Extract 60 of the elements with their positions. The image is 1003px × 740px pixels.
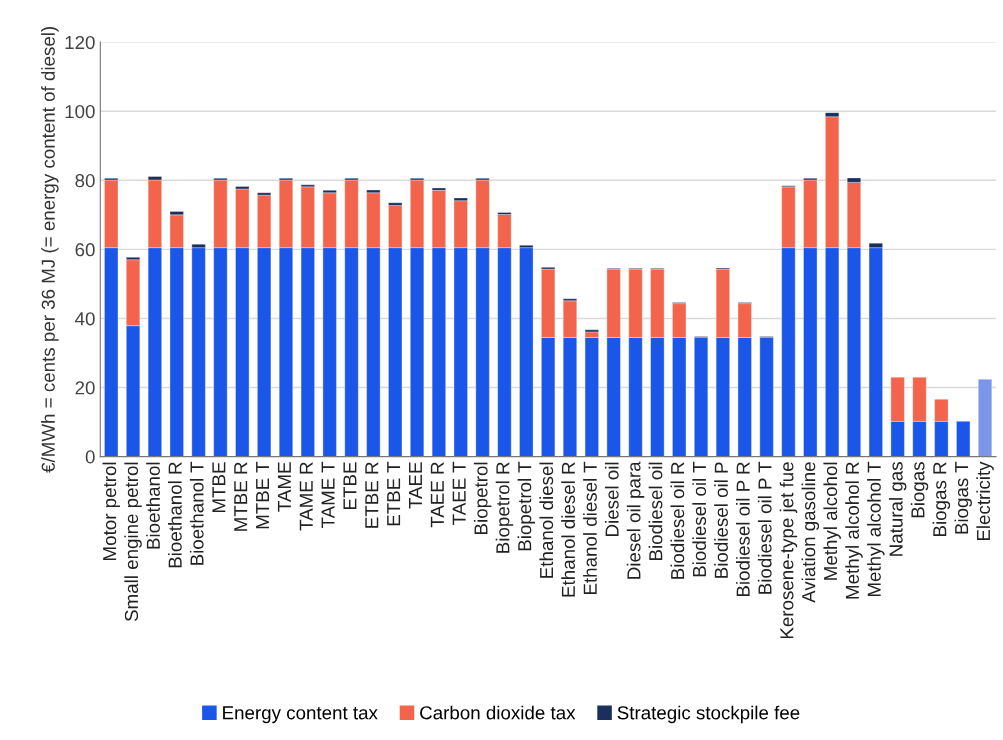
x-tick-label: TAEE T xyxy=(452,461,466,525)
bar xyxy=(956,421,971,457)
x-tick-label: Bioethanol T xyxy=(189,461,204,565)
bar xyxy=(191,247,206,457)
x-tick-label: Ethanol diesel T xyxy=(583,461,597,595)
y-tick-label: 120 xyxy=(65,35,95,50)
x-tick-label: Aviation gasoline xyxy=(801,462,820,603)
x-tick-label: Kerosene-type jet fue xyxy=(779,462,798,639)
y-tick-label: 60 xyxy=(75,243,95,257)
x-tick-label: ETBE R xyxy=(365,462,379,528)
x-tick-label: TAME R xyxy=(299,462,313,531)
x-tick-label: Bioethanol xyxy=(146,462,160,549)
bar xyxy=(584,337,599,457)
bar xyxy=(519,247,534,457)
x-tick-label: ETBE xyxy=(343,462,357,509)
y-tick-label: 80 xyxy=(75,174,95,188)
x-tick-label: Biodiesel oil P T xyxy=(757,461,772,594)
x-tick-label: Bioethanol R xyxy=(168,462,182,568)
x-tick-label: Small engine petrol xyxy=(124,462,142,622)
x-tick-label: Biopetrol xyxy=(473,462,492,534)
x-tick-label: Ethanol diesel xyxy=(539,462,554,578)
x-tick-label: Biogas xyxy=(910,462,929,518)
x-tick-label: MTBE R xyxy=(234,462,248,531)
x-tick-label: Motor petrol xyxy=(102,462,120,560)
y-tick-label: 100 xyxy=(65,104,95,119)
legend-label: Strategic stockpile fee xyxy=(617,705,800,724)
x-tick-label: TAEE xyxy=(409,462,422,509)
bar xyxy=(759,337,774,457)
y-tick-label: 20 xyxy=(75,381,95,395)
bar xyxy=(694,337,709,457)
x-tick-label: Methyl alcohol R xyxy=(845,462,863,599)
x-tick-label: Biodiesel oil xyxy=(648,462,663,560)
x-tick-label: Biopetrol T xyxy=(517,461,536,551)
x-tick-label: Methyl alcohol xyxy=(823,462,841,580)
bar xyxy=(978,379,993,457)
x-tick-label: Ethanol diesel R xyxy=(561,462,576,597)
x-tick-label: Biodiesel oil T xyxy=(692,461,707,577)
x-tick-label: Biogas T xyxy=(954,461,972,534)
x-tick-label: Diesel oil xyxy=(604,462,619,536)
x-tick-label: MTBE xyxy=(212,462,226,512)
y-axis-title: €/MWh = cents per 36 MJ (= energy content of diesel) xyxy=(41,26,59,473)
x-tick-label: Biopetrol R xyxy=(495,462,514,553)
x-tick-label: Methyl alcohol T xyxy=(867,461,885,597)
x-tick-label: MTBE T xyxy=(256,461,269,529)
legend-label: Carbon dioxide tax xyxy=(420,705,576,720)
x-tick-label: TAEE R xyxy=(430,462,444,528)
bar xyxy=(868,247,883,457)
x-tick-label: Biogas R xyxy=(932,462,951,536)
x-tick-label: Biodiesel oil P xyxy=(714,462,728,578)
y-tick-label: 40 xyxy=(75,312,95,326)
x-tick-label: Electricity xyxy=(976,461,994,541)
x-tick-label: TAME xyxy=(277,462,291,512)
x-tick-label: Diesel oil para xyxy=(626,461,645,579)
y-tick-label: 0 xyxy=(85,450,95,464)
legend-label: Energy content tax xyxy=(223,706,378,724)
x-tick-label: ETBE T xyxy=(387,461,401,526)
x-tick-label: TAME T xyxy=(321,461,335,529)
x-tick-label: Natural gas xyxy=(888,462,907,556)
x-tick-label: Biodiesel oil P R xyxy=(736,462,750,597)
x-tick-label: Biodiesel oil R xyxy=(670,462,685,579)
